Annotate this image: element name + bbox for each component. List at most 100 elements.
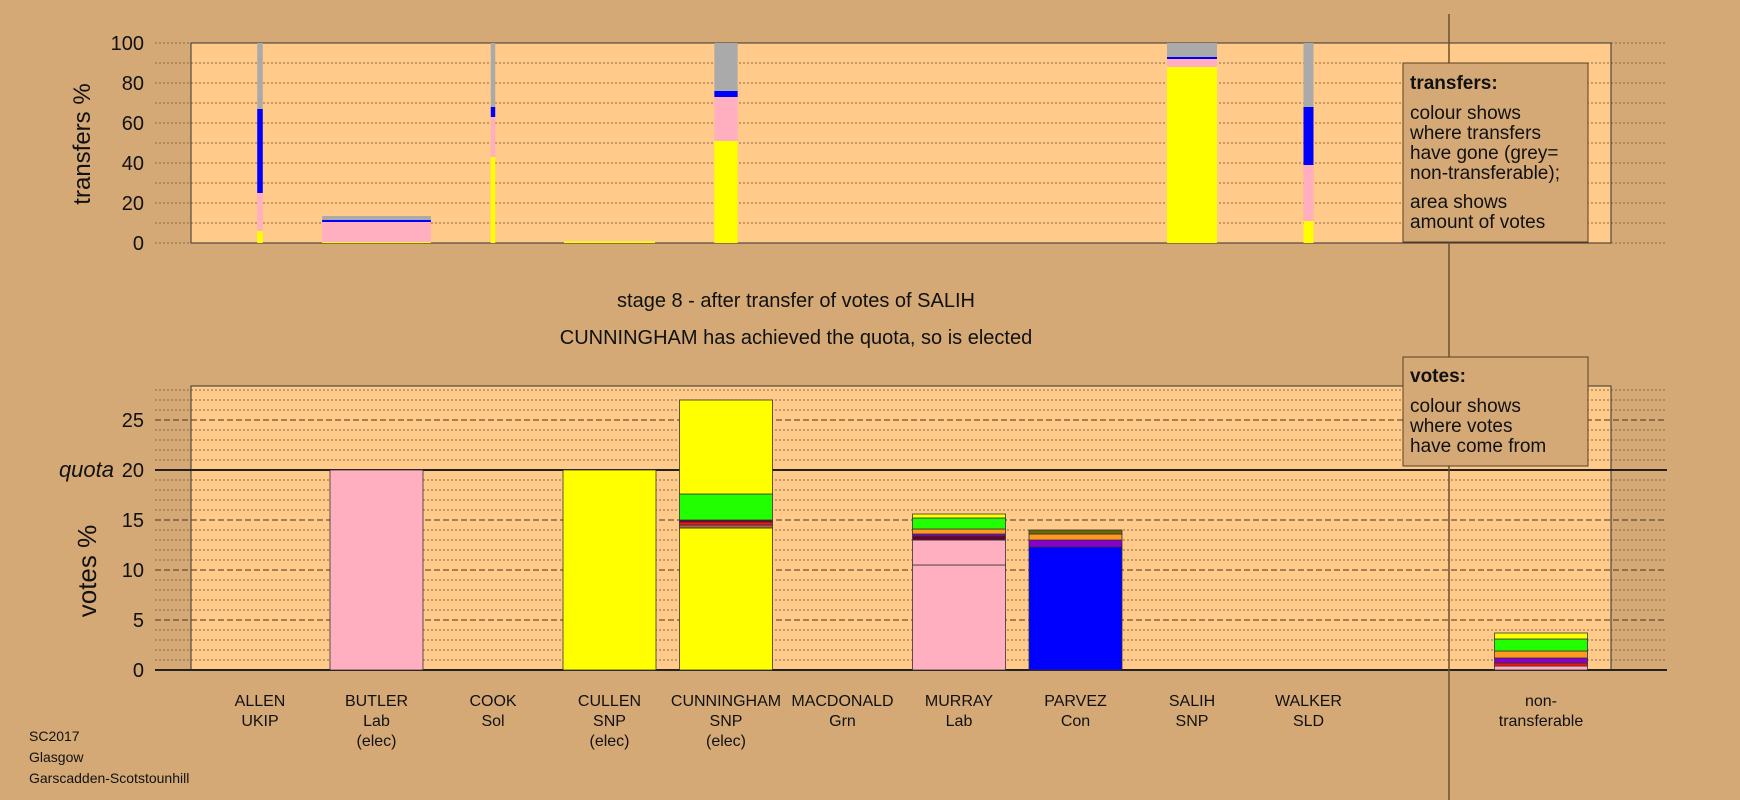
vote-segment-parvez <box>1028 546 1123 671</box>
y-tick-label: 60 <box>122 113 144 135</box>
vote-segment-parvez <box>1028 533 1123 541</box>
vote-segment-non-transferable <box>1494 662 1588 667</box>
vote-segment-murray <box>912 539 1006 566</box>
y-axis-label: transfers % <box>69 83 96 204</box>
candidate-label: transferable <box>1499 713 1584 730</box>
transfer-segment-allen <box>257 193 263 231</box>
transfer-segment-butler <box>322 220 431 222</box>
votes-legend-text: colour shows <box>1410 396 1521 417</box>
vote-segment-murray <box>912 564 1006 671</box>
y-tick-label: 10 <box>122 560 144 582</box>
votes-plot: 0 5 10 15 20 25 quota votes % ALLEN UKIP BUTLER Lab… <box>59 385 1667 750</box>
stage-title: stage 8 - after transfer of votes of SAL… <box>617 290 975 312</box>
candidate-label: COOK <box>469 693 516 710</box>
candidate-label: SNP <box>593 713 626 730</box>
candidate-label: CULLEN <box>578 693 641 710</box>
elected-message: CUNNINGHAM has achieved the quota, so is… <box>560 327 1032 349</box>
candidate-label: (elec) <box>589 733 629 750</box>
candidate-label: Lab <box>363 713 390 730</box>
transfer-segment-walker <box>1303 107 1314 165</box>
vote-segment-cunningham <box>679 524 773 529</box>
transfer-segment-walker <box>1303 165 1314 221</box>
candidate-label: Con <box>1061 713 1090 730</box>
candidate-label: MACDONALD <box>791 693 893 710</box>
transfer-segment-cullen <box>563 241 656 243</box>
vote-segment-cunningham <box>679 521 773 526</box>
transfer-segment-cunningham <box>714 43 738 91</box>
candidate-label: Lab <box>946 713 973 730</box>
transfers-legend-text: where transfers <box>1409 123 1541 144</box>
transfers-legend-text: non-transferable); <box>1410 163 1560 184</box>
candidate-label: BUTLER <box>345 693 408 710</box>
candidate-label: CUNNINGHAM <box>671 693 781 710</box>
votes-legend-text: have come from <box>1410 436 1546 457</box>
candidate-label: (elec) <box>356 733 396 750</box>
transfer-segment-salih <box>1167 57 1217 59</box>
votes-legend-text: where votes <box>1409 416 1512 437</box>
vote-segment-butler <box>329 469 424 671</box>
vote-segment-cunningham <box>679 493 773 521</box>
candidate-label: Sol <box>481 713 504 730</box>
y-tick-label: 0 <box>133 660 144 682</box>
y-tick-label: 40 <box>122 153 144 175</box>
quota-label: quota <box>59 457 114 482</box>
transfer-segment-butler <box>322 242 431 243</box>
transfer-segment-cunningham <box>714 141 738 243</box>
candidate-label: non- <box>1525 693 1557 710</box>
vote-segment-parvez <box>1028 529 1123 535</box>
transfers-legend-box <box>1402 62 1589 243</box>
transfer-segment-walker <box>1303 221 1314 243</box>
transfer-segment-butler <box>322 222 431 242</box>
y-tick-label: 0 <box>133 233 144 255</box>
transfer-segment-salih <box>1167 67 1217 243</box>
vote-segment-non-transferable <box>1494 665 1588 671</box>
transfer-segment-cook <box>490 117 496 157</box>
vote-segment-murray <box>912 535 1006 541</box>
footer-ward: Garscadden-Scotstounhill <box>29 770 189 786</box>
footer-election: SC2017 <box>29 728 80 744</box>
candidate-label: Grn <box>829 713 856 730</box>
transfers-legend-text: amount of votes <box>1410 212 1545 233</box>
transfer-segment-walker <box>1303 43 1314 107</box>
candidate-label: SLD <box>1293 713 1324 730</box>
vote-segment-cullen <box>562 469 657 671</box>
vote-segment-non-transferable <box>1494 632 1588 640</box>
transfer-segment-cook <box>490 157 496 243</box>
vote-segment-non-transferable <box>1494 650 1588 659</box>
y-axis-label: votes % <box>72 525 102 618</box>
vote-segment-cunningham <box>679 399 773 495</box>
candidate-label: SALIH <box>1169 693 1215 710</box>
candidate-label: WALKER <box>1275 693 1342 710</box>
y-tick-label: 5 <box>133 610 144 632</box>
vote-segment-murray <box>912 513 1006 519</box>
transfer-segment-cook <box>490 107 496 117</box>
transfer-segment-cook <box>490 43 496 107</box>
vote-segment-murray <box>912 517 1006 530</box>
candidate-label: PARVEZ <box>1044 693 1107 710</box>
votes-legend-box <box>1402 356 1589 467</box>
vote-segment-cunningham <box>679 527 773 671</box>
transfer-segment-salih <box>1167 43 1217 57</box>
transfers-legend-text: have gone (grey= <box>1410 143 1558 164</box>
y-tick-label: 80 <box>122 73 144 95</box>
vote-segment-non-transferable <box>1494 657 1588 664</box>
transfer-segment-butler <box>322 216 431 220</box>
transfers-plot: 0 20 40 60 80 100 transfers % <box>69 33 1667 255</box>
transfers-legend-text: area shows <box>1410 192 1507 213</box>
y-tick-label: 100 <box>111 33 144 55</box>
transfer-segment-cunningham <box>714 91 738 97</box>
candidate-label: SNP <box>710 713 743 730</box>
transfer-segment-cunningham <box>714 97 738 141</box>
candidate-label: ALLEN <box>235 693 286 710</box>
candidate-label: (elec) <box>706 733 746 750</box>
y-tick-label: 15 <box>122 510 144 532</box>
vote-segment-murray <box>912 528 1006 535</box>
y-tick-label: 20 <box>122 193 144 215</box>
y-tick-label: 25 <box>122 410 144 432</box>
vote-segment-parvez <box>1028 539 1123 548</box>
transfer-segment-allen <box>257 231 263 243</box>
transfer-segment-salih <box>1167 59 1217 67</box>
candidate-label: UKIP <box>241 713 278 730</box>
y-tick-label: 20 <box>122 460 144 482</box>
